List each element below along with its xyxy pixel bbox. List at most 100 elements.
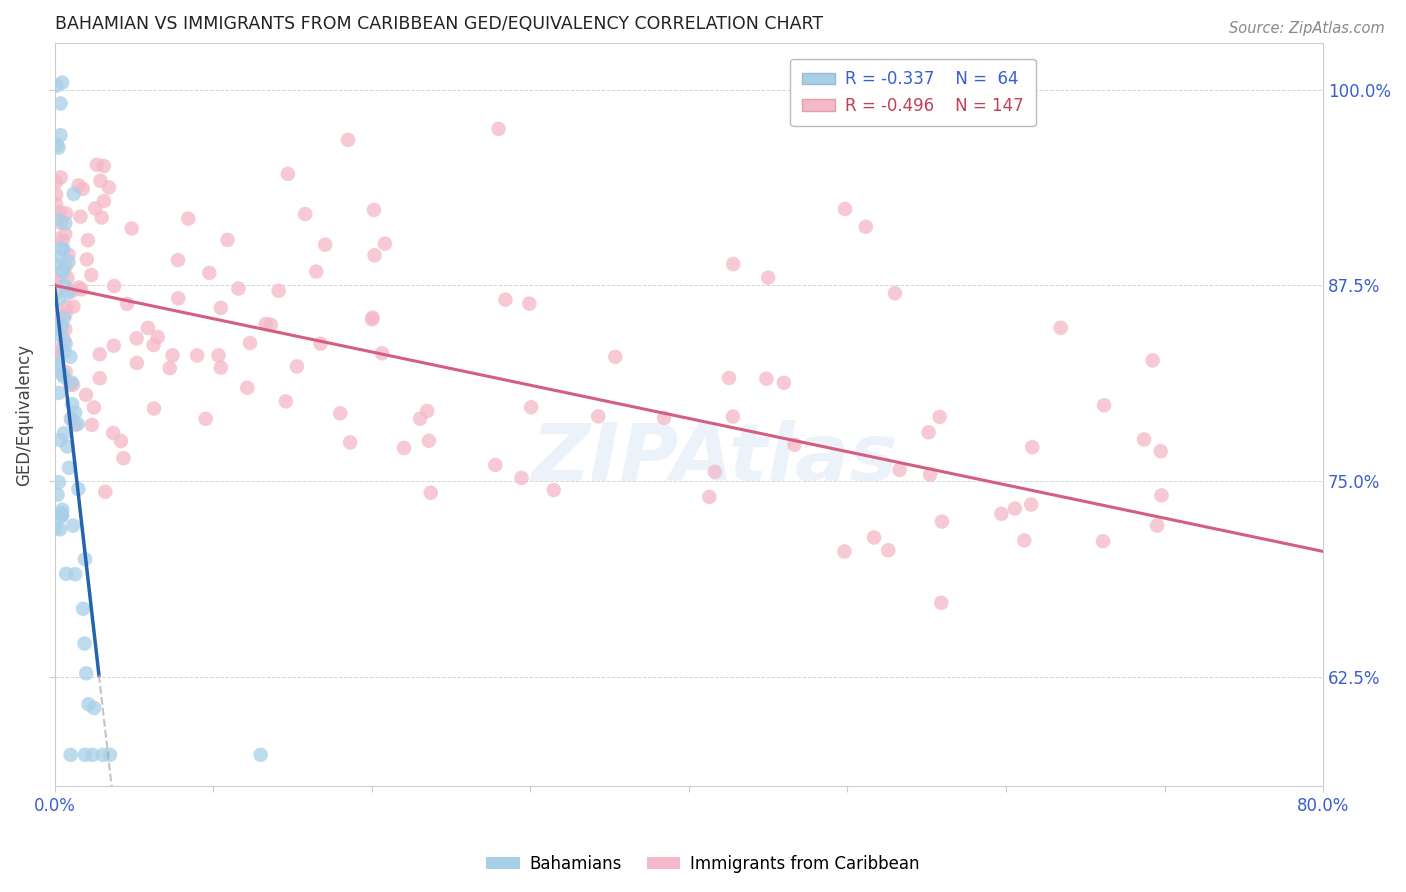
Point xyxy=(90,211,112,225)
Point xyxy=(60,413,83,427)
Point xyxy=(783,437,806,451)
Point xyxy=(55,260,77,274)
Point xyxy=(51,76,73,90)
Text: BAHAMIAN VS IMMIGRANTS FROM CARIBBEAN GED/EQUIVALENCY CORRELATION CHART: BAHAMIAN VS IMMIGRANTS FROM CARIBBEAN GE… xyxy=(55,15,823,33)
Point xyxy=(59,350,82,364)
Point xyxy=(93,159,115,173)
Point xyxy=(80,268,103,282)
Point xyxy=(49,170,72,185)
Point xyxy=(53,334,76,348)
Point xyxy=(77,698,100,712)
Point xyxy=(58,248,80,262)
Point xyxy=(75,666,97,681)
Point xyxy=(56,270,79,285)
Point xyxy=(1092,398,1115,412)
Point xyxy=(1019,498,1042,512)
Point xyxy=(67,178,90,193)
Point xyxy=(337,133,360,147)
Point xyxy=(49,128,72,143)
Point xyxy=(249,747,271,762)
Point xyxy=(517,296,540,310)
Point xyxy=(49,433,72,447)
Point xyxy=(89,174,111,188)
Point xyxy=(48,343,70,357)
Point xyxy=(652,410,675,425)
Point xyxy=(855,219,877,234)
Point xyxy=(239,336,262,351)
Point xyxy=(44,521,66,535)
Point xyxy=(80,417,103,432)
Point xyxy=(55,300,77,314)
Point xyxy=(194,412,217,426)
Point xyxy=(83,401,105,415)
Point xyxy=(46,488,69,502)
Point xyxy=(217,233,239,247)
Point xyxy=(51,508,73,523)
Point xyxy=(70,282,93,296)
Point xyxy=(63,417,86,432)
Point xyxy=(1092,534,1115,549)
Point xyxy=(94,484,117,499)
Text: Source: ZipAtlas.com: Source: ZipAtlas.com xyxy=(1229,21,1385,36)
Point xyxy=(55,566,77,581)
Point xyxy=(45,187,67,202)
Point xyxy=(1004,501,1026,516)
Point xyxy=(363,202,385,217)
Point xyxy=(52,426,75,441)
Point xyxy=(77,233,100,247)
Point xyxy=(1133,433,1156,447)
Point xyxy=(834,544,856,558)
Point xyxy=(45,78,67,93)
Point xyxy=(52,265,75,279)
Point xyxy=(198,266,221,280)
Point xyxy=(48,386,70,401)
Point xyxy=(159,361,181,376)
Point xyxy=(51,263,73,277)
Point xyxy=(49,522,72,536)
Point xyxy=(110,434,132,448)
Point xyxy=(186,348,208,362)
Point xyxy=(53,278,76,293)
Point xyxy=(1014,533,1036,548)
Point xyxy=(267,284,290,298)
Point xyxy=(91,747,114,762)
Point xyxy=(62,518,84,533)
Point xyxy=(89,371,111,385)
Point xyxy=(314,237,336,252)
Point xyxy=(703,465,725,479)
Point xyxy=(877,543,900,558)
Point xyxy=(167,291,190,305)
Point xyxy=(543,483,565,497)
Point xyxy=(236,381,259,395)
Point xyxy=(51,509,73,524)
Point xyxy=(55,206,77,220)
Point xyxy=(419,485,441,500)
Point xyxy=(207,348,229,362)
Point xyxy=(228,281,250,295)
Point xyxy=(721,409,744,424)
Point xyxy=(93,194,115,208)
Point xyxy=(98,747,121,762)
Point xyxy=(146,330,169,344)
Point xyxy=(697,490,720,504)
Point xyxy=(884,286,907,301)
Point xyxy=(1149,444,1171,458)
Point xyxy=(371,346,394,360)
Point xyxy=(60,284,83,298)
Point xyxy=(51,329,73,343)
Point xyxy=(52,233,75,247)
Point xyxy=(990,507,1012,521)
Point xyxy=(86,158,108,172)
Point xyxy=(361,312,384,326)
Point xyxy=(274,394,297,409)
Point xyxy=(209,301,232,315)
Point xyxy=(285,359,308,374)
Point xyxy=(484,458,506,472)
Point xyxy=(418,434,440,448)
Point xyxy=(167,253,190,268)
Point xyxy=(63,406,86,420)
Point xyxy=(756,270,779,285)
Point xyxy=(45,197,67,211)
Point xyxy=(416,404,439,418)
Point xyxy=(51,319,73,334)
